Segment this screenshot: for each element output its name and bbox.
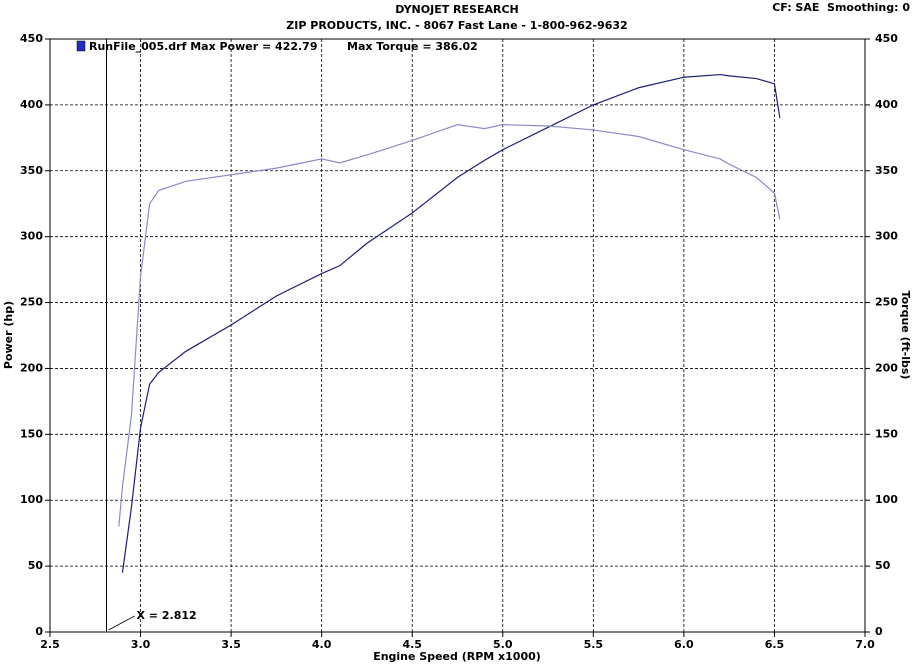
- series-line: [121, 73, 781, 573]
- x-tick-label: 3.5: [221, 638, 241, 651]
- x-tick-label: 4.5: [402, 638, 422, 651]
- x-tick-label: 4.0: [312, 638, 332, 651]
- y2-tick-label: 200: [875, 361, 898, 374]
- y2-axis-title: Torque (ft-lbs): [899, 291, 912, 380]
- x-tick-label: 5.5: [584, 638, 604, 651]
- y2-tick-label: 100: [875, 493, 898, 506]
- x-tick-label: 6.5: [765, 638, 785, 651]
- y2-tick-label: 400: [875, 98, 898, 111]
- y2-tick-label: 450: [875, 32, 898, 45]
- x-axis-title: Engine Speed (RPM x1000): [373, 650, 541, 663]
- y2-tick-label: 150: [875, 427, 898, 440]
- x-tick-label: 7.0: [855, 638, 875, 651]
- y-axis-title: Power (hp): [2, 301, 15, 369]
- y-tick-label: 450: [20, 32, 43, 45]
- x-tick-label: 2.5: [40, 638, 60, 651]
- y2-tick-label: 300: [875, 230, 898, 243]
- y2-tick-label: 50: [875, 559, 891, 572]
- y2-tick-label: 250: [875, 296, 898, 309]
- legend-swatch: [76, 40, 86, 52]
- legend-text: RunFile_005.drf Max Power = 422.79: [89, 40, 318, 53]
- cursor-pointer: [108, 615, 135, 631]
- y2-tick-label: 350: [875, 164, 898, 177]
- x-tick-label: 6.0: [674, 638, 694, 651]
- x-tick-label: 5.0: [493, 638, 513, 651]
- y-tick-label: 150: [20, 427, 43, 440]
- y-tick-label: 0: [35, 625, 43, 638]
- y-tick-label: 200: [20, 361, 43, 374]
- chart-title: DYNOJET RESEARCH: [395, 3, 518, 16]
- x-tick-label: 3.0: [131, 638, 151, 651]
- corner-note: CF: SAE Smoothing: 0: [772, 1, 910, 14]
- y-tick-label: 400: [20, 98, 43, 111]
- series-line: [118, 124, 781, 527]
- y2-tick-label: 0: [875, 625, 883, 638]
- y-tick-label: 50: [28, 559, 44, 572]
- y-tick-label: 350: [20, 164, 43, 177]
- y-tick-label: 250: [20, 296, 43, 309]
- y-tick-label: 100: [20, 493, 43, 506]
- y-tick-label: 300: [20, 230, 43, 243]
- plot-frame: [49, 38, 866, 633]
- cursor-label: X = 2.812: [137, 609, 197, 622]
- chart-subtitle: ZIP PRODUCTS, INC. - 8067 Fast Lane - 1-…: [286, 19, 627, 32]
